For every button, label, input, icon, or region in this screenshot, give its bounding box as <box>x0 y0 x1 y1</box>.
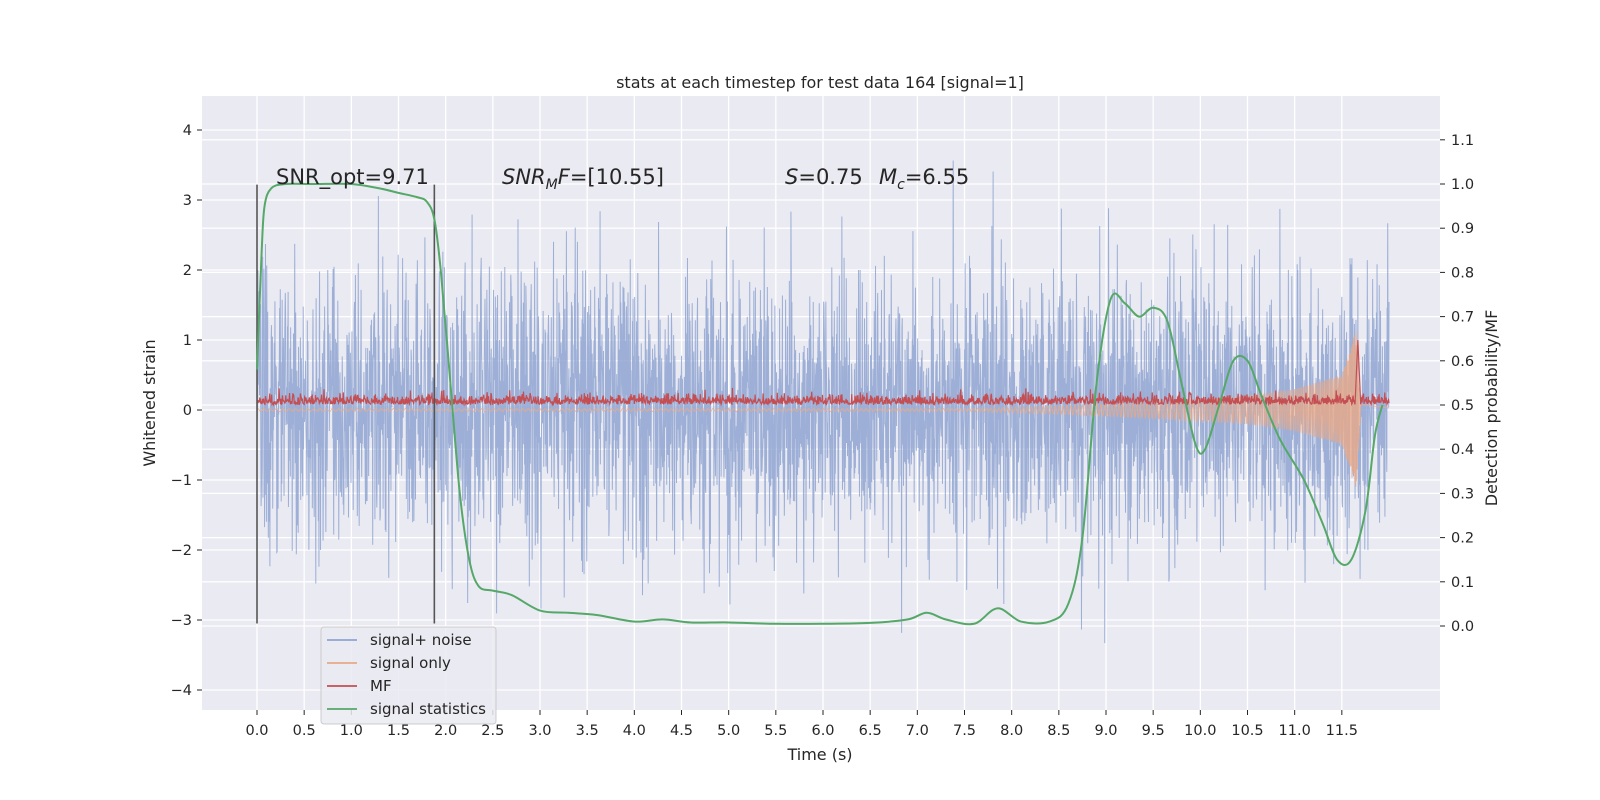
y-tick-label: 4 <box>183 123 192 139</box>
annotation-mc: Mc=6.55 <box>879 165 969 193</box>
x-tick-label: 2.5 <box>481 723 504 739</box>
y-tick-label: 1 <box>183 333 192 349</box>
series-signal-only <box>256 332 1390 487</box>
annotation-s: S=0.75 <box>785 165 863 189</box>
y2-tick-label: 0.0 <box>1451 619 1474 635</box>
y2-tick-label: 0.9 <box>1451 221 1474 237</box>
annotation-snr-mf: SNRMF=[10.55] <box>502 165 664 193</box>
x-tick-label: 9.0 <box>1094 723 1117 739</box>
y2-tick-label: 0.3 <box>1451 486 1474 502</box>
y-tick-label: −1 <box>171 473 192 489</box>
y2-tick-label: 0.7 <box>1451 310 1474 326</box>
x-tick-label: 11.5 <box>1326 723 1358 739</box>
legend-label-signal-only: signal only <box>370 654 451 672</box>
x-tick-label: 0.5 <box>293 723 316 739</box>
series-signal-statistics <box>256 182 1384 626</box>
y-axis-label: Whitened strain <box>140 339 159 466</box>
legend-label-signal-statistics: signal statistics <box>370 700 486 718</box>
y2-tick-label: 0.8 <box>1451 265 1474 281</box>
y-tick-label: −4 <box>171 683 192 699</box>
x-tick-label: 4.5 <box>670 723 693 739</box>
series-signal-plus-noise <box>256 160 1390 644</box>
legend: signal+ noise signal only MF signal stat… <box>320 626 497 725</box>
y2-tick-label: 0.4 <box>1451 442 1474 458</box>
y-tick-label: −2 <box>171 543 192 559</box>
y2-axis-label: Detection probability/MF <box>1482 310 1501 507</box>
annotation-snr-opt: SNR_opt=9.71 <box>276 165 429 190</box>
y2-tick-label: 1.0 <box>1451 177 1474 193</box>
legend-label-signal-plus-noise: signal+ noise <box>370 631 472 649</box>
y2-tick-label: 0.6 <box>1451 354 1474 370</box>
y-axis-left: 4 3 2 1 0 −1 −2 −3 −4 <box>171 123 202 699</box>
x-tick-label: 5.5 <box>764 723 787 739</box>
x-axis: 0.0 0.5 1.0 1.5 2.0 2.5 3.0 3.5 4.0 4.5 5.0 5.5 6.0 6… <box>245 710 1358 739</box>
y-tick-label: −3 <box>171 613 192 629</box>
x-tick-label: 11.0 <box>1279 723 1311 739</box>
y-axis-right: 1.1 1.0 0.9 0.8 0.7 0.6 0.5 0.4 0.3 0.2 0.1 0.0 <box>1440 133 1474 635</box>
x-tick-label: 7.0 <box>906 723 929 739</box>
x-tick-label: 8.5 <box>1047 723 1070 739</box>
y-tick-label: 2 <box>183 263 192 279</box>
x-tick-label: 6.0 <box>811 723 834 739</box>
x-tick-label: 0.0 <box>245 723 268 739</box>
x-axis-label: Time (s) <box>786 745 852 764</box>
x-tick-label: 9.5 <box>1142 723 1165 739</box>
x-tick-label: 2.0 <box>434 723 457 739</box>
y2-tick-label: 0.1 <box>1451 575 1474 591</box>
x-tick-label: 8.0 <box>1000 723 1023 739</box>
x-tick-label: 1.0 <box>340 723 363 739</box>
legend-label-mf: MF <box>370 677 392 695</box>
legend-box <box>320 626 497 725</box>
marker-lines <box>256 184 436 624</box>
y-tick-label: 0 <box>183 403 192 419</box>
x-tick-label: 3.0 <box>528 723 551 739</box>
y2-tick-label: 0.5 <box>1451 398 1474 414</box>
y2-tick-label: 0.2 <box>1451 531 1474 547</box>
series-mf <box>256 339 1390 407</box>
x-tick-label: 5.0 <box>717 723 740 739</box>
x-tick-label: 3.5 <box>576 723 599 739</box>
x-tick-label: 1.5 <box>387 723 410 739</box>
x-tick-label: 7.5 <box>953 723 976 739</box>
y-tick-label: 3 <box>183 193 192 209</box>
x-tick-label: 6.5 <box>859 723 882 739</box>
y2-tick-label: 1.1 <box>1451 133 1474 149</box>
x-tick-label: 4.0 <box>623 723 646 739</box>
x-tick-label: 10.5 <box>1231 723 1263 739</box>
chart-title: stats at each timestep for test data 164… <box>616 73 1024 92</box>
x-tick-label: 10.0 <box>1184 723 1216 739</box>
